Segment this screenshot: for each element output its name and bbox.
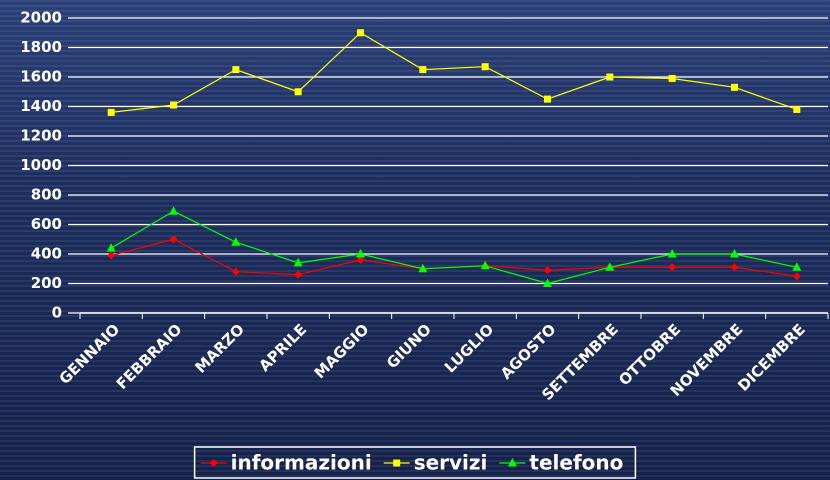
x-tick-label: AGOSTO — [497, 320, 560, 383]
legend-label: telefono — [529, 451, 623, 475]
y-tick-label: 1800 — [20, 38, 62, 56]
x-tick-label: FEBBRAIO — [113, 320, 186, 393]
legend: informazioni servizi telefono — [193, 446, 637, 479]
marker — [544, 95, 551, 103]
series-line — [111, 32, 798, 113]
marker — [393, 459, 401, 467]
marker — [481, 63, 489, 71]
series-line — [110, 210, 797, 285]
legend-item: servizi — [383, 451, 488, 475]
marker — [106, 243, 116, 252]
marker — [293, 257, 303, 267]
legend-label: informazioni — [231, 451, 372, 475]
marker — [730, 249, 739, 258]
marker — [169, 206, 178, 215]
marker — [107, 108, 115, 116]
marker — [419, 66, 427, 74]
marker — [606, 73, 614, 81]
marker — [668, 263, 677, 272]
y-tick-label: 1400 — [20, 97, 62, 115]
y-tick-label: 1600 — [20, 68, 62, 86]
legend-item: telefono — [499, 451, 623, 475]
x-tick-label: GENNAIO — [56, 320, 124, 388]
y-tick-label: 600 — [31, 215, 62, 233]
marker — [605, 262, 615, 271]
y-tick-label: 800 — [31, 186, 62, 204]
marker — [792, 272, 801, 281]
y-tick-label: 200 — [31, 274, 62, 292]
marker — [107, 251, 116, 260]
marker — [357, 29, 364, 37]
marker — [356, 255, 365, 264]
marker — [793, 105, 801, 113]
marker — [543, 278, 552, 287]
marker — [170, 101, 177, 109]
marker — [232, 66, 240, 74]
marker — [507, 458, 517, 467]
x-tick-label: APRILE — [255, 320, 310, 375]
x-tick-label: GIUNO — [383, 320, 435, 372]
marker — [792, 262, 802, 271]
marker — [169, 235, 178, 244]
legend-box — [193, 446, 637, 479]
marker — [209, 459, 218, 467]
marker — [731, 83, 738, 91]
series-line — [111, 238, 797, 277]
marker — [231, 267, 240, 276]
x-tick-label: LUGLIO — [441, 320, 497, 376]
legend-label: servizi — [414, 451, 488, 475]
marker — [543, 266, 552, 275]
marker — [231, 237, 241, 246]
y-tick-label: 1000 — [20, 156, 62, 174]
marker — [480, 260, 490, 270]
y-tick-label: 2000 — [20, 9, 62, 27]
y-tick-label: 400 — [31, 245, 62, 263]
marker — [667, 249, 677, 258]
x-tick-label: DICEMBRE — [734, 320, 809, 395]
marker — [668, 74, 676, 82]
y-tick-label: 1200 — [20, 127, 62, 145]
marker — [418, 263, 428, 273]
legend-item: informazioni — [200, 451, 372, 475]
x-tick-label: MAGGIO — [311, 320, 373, 382]
marker — [356, 249, 365, 258]
marker — [294, 88, 302, 96]
marker — [730, 263, 739, 272]
x-tick-label: MARZO — [191, 320, 247, 376]
marker — [294, 270, 303, 279]
y-tick-label: 0 — [52, 304, 62, 322]
